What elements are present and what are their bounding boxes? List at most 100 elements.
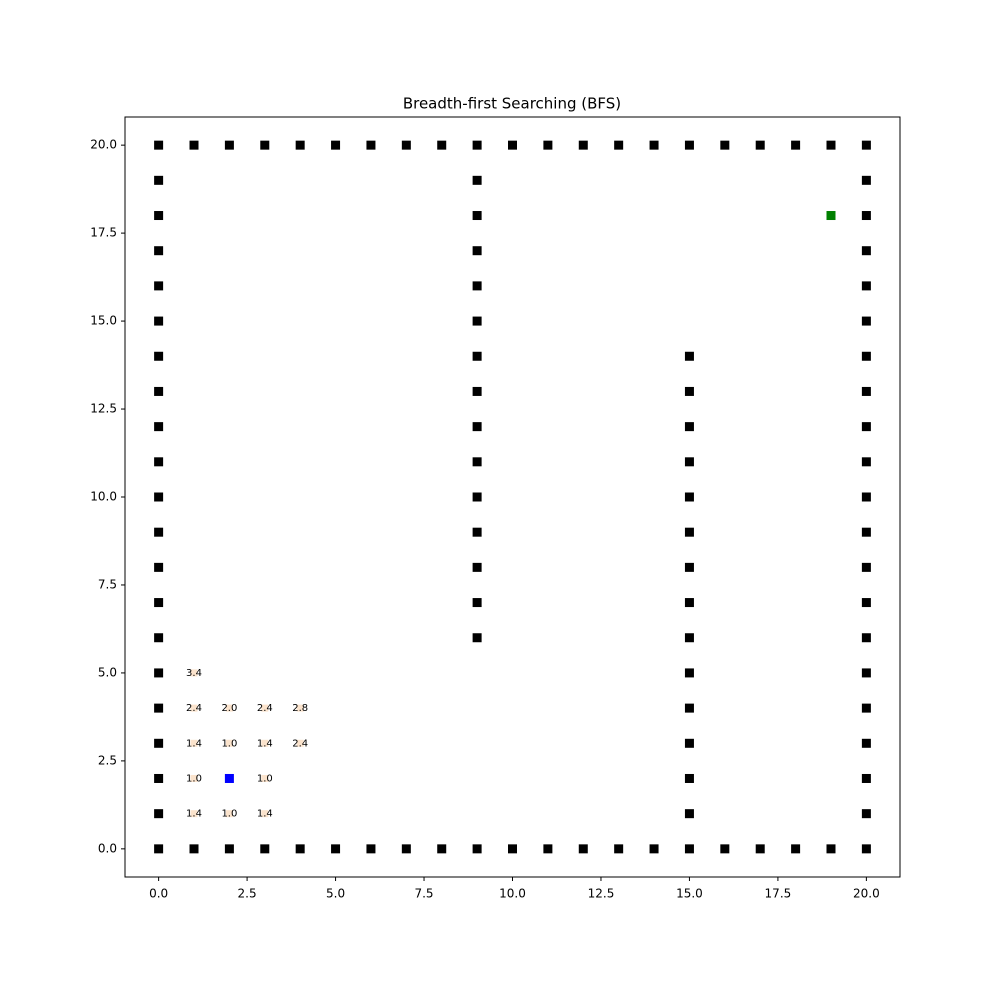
point (224, 844, 234, 854)
point (649, 844, 659, 854)
point (154, 598, 164, 608)
point (543, 844, 553, 854)
point (296, 739, 304, 747)
point (720, 140, 730, 150)
point (224, 773, 234, 783)
point (861, 633, 871, 643)
point (861, 738, 871, 748)
x-tick-label: 7.5 (414, 887, 433, 901)
point (154, 738, 164, 748)
point (861, 422, 871, 432)
point (755, 844, 765, 854)
point (154, 351, 164, 361)
point (472, 281, 482, 291)
point (261, 739, 269, 747)
cost-label: 2.4 (292, 738, 308, 749)
point (684, 773, 694, 783)
point (472, 316, 482, 326)
point (861, 246, 871, 256)
point (472, 633, 482, 643)
x-tick-label: 5.0 (326, 887, 345, 901)
point (190, 669, 198, 677)
chart-title: Breadth-first Searching (BFS) (403, 95, 621, 113)
point (331, 140, 341, 150)
point (437, 140, 447, 150)
cost-label: 1.0 (221, 809, 237, 820)
point (154, 316, 164, 326)
x-tick-label: 0.0 (149, 887, 168, 901)
x-tick-label: 17.5 (765, 887, 792, 901)
point (154, 844, 164, 854)
point (154, 773, 164, 783)
point (578, 844, 588, 854)
point (684, 422, 694, 432)
point (401, 844, 411, 854)
point (366, 844, 376, 854)
point (154, 562, 164, 572)
point (684, 668, 694, 678)
y-tick-label: 0.0 (98, 841, 117, 855)
y-tick-label: 15.0 (90, 314, 117, 328)
point (154, 386, 164, 396)
point (295, 140, 305, 150)
point (224, 140, 234, 150)
y-tick-label: 5.0 (98, 665, 117, 679)
point (472, 386, 482, 396)
point (861, 844, 871, 854)
cost-label: 1.0 (257, 773, 273, 784)
point (154, 211, 164, 221)
point (261, 810, 269, 818)
point (472, 211, 482, 221)
point (260, 844, 270, 854)
point (472, 598, 482, 608)
point (225, 810, 233, 818)
point (578, 140, 588, 150)
point (154, 527, 164, 537)
point (508, 140, 517, 150)
point (154, 457, 164, 467)
y-tick-label: 2.5 (98, 753, 117, 767)
point (154, 668, 164, 678)
point (296, 704, 304, 712)
point (472, 246, 482, 256)
point (684, 738, 694, 748)
point (508, 844, 517, 854)
point (614, 140, 624, 150)
point (684, 562, 694, 572)
point (684, 140, 694, 150)
cost-label: 1.4 (257, 738, 273, 749)
point (861, 140, 871, 150)
point (684, 598, 694, 608)
point (189, 140, 199, 150)
point (190, 774, 198, 782)
point (472, 492, 482, 502)
point (861, 386, 871, 396)
point (472, 562, 482, 572)
point (684, 633, 694, 643)
point (684, 457, 694, 467)
point (826, 140, 836, 150)
point (154, 633, 164, 643)
point (755, 140, 765, 150)
plot-area (124, 116, 901, 878)
point (861, 809, 871, 819)
point (437, 844, 447, 854)
point (614, 844, 624, 854)
cost-label: 2.4 (257, 703, 273, 714)
point (154, 492, 164, 502)
point (295, 844, 305, 854)
cost-label: 3.4 (186, 668, 202, 679)
point (684, 492, 694, 502)
y-tick-label: 7.5 (98, 577, 117, 591)
y-tick-label: 10.0 (90, 490, 117, 504)
point (225, 704, 233, 712)
point (472, 351, 482, 361)
point (366, 140, 376, 150)
x-tick-label: 15.0 (676, 887, 703, 901)
point (261, 774, 269, 782)
cost-label: 2.0 (221, 703, 237, 714)
point (154, 281, 164, 291)
point (861, 457, 871, 467)
point (861, 492, 871, 502)
